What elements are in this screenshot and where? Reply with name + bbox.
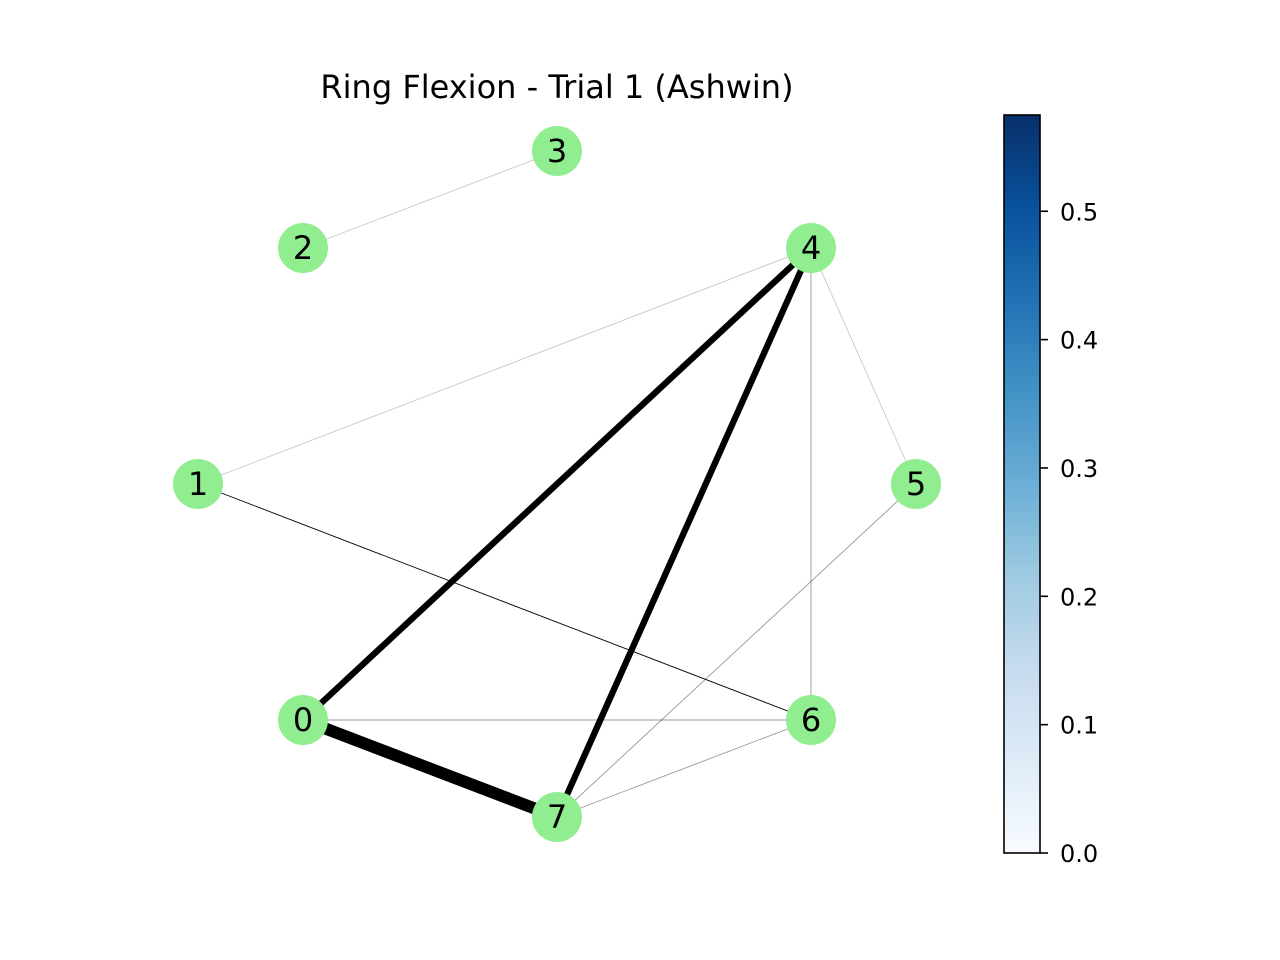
node-7: 7 [532,792,582,842]
colorbar-tick-label: 0.1 [1060,712,1098,740]
colorbar-tick-label: 0.0 [1060,840,1098,868]
edge-4-5 [810,247,917,485]
colorbar-tick-label: 0.4 [1060,327,1098,355]
edge-1-4 [197,247,812,485]
node-label-7: 7 [547,798,567,836]
edge-5-7 [556,483,917,818]
node-label-1: 1 [188,465,208,503]
colorbar-tick-label: 0.5 [1060,198,1098,226]
figure-title: Ring Flexion - Trial 1 (Ashwin) [320,68,793,106]
colorbar-gradient [1003,114,1041,854]
node-3: 3 [532,126,582,176]
colorbar-ticks: 0.0 0.1 0.2 0.3 0.4 0.5 [1040,198,1098,868]
node-2: 2 [278,223,328,273]
node-label-0: 0 [293,701,313,739]
node-6: 6 [786,695,836,745]
edge-6-7 [556,719,812,818]
colorbar-tick-label: 0.2 [1060,583,1098,611]
node-circle-2 [278,223,328,273]
node-circle-6 [786,695,836,745]
node-5: 5 [891,459,941,509]
node-0: 0 [278,695,328,745]
edge-0-7 [300,714,560,823]
node-circle-7 [532,792,582,842]
edge-0-4 [300,245,814,723]
node-1: 1 [173,459,223,509]
node-label-4: 4 [801,229,821,267]
node-label-6: 6 [801,701,821,739]
node-layer: 0 1 2 3 4 5 6 7 [173,126,941,842]
node-label-2: 2 [293,229,313,267]
node-circle-1 [173,459,223,509]
node-4: 4 [786,223,836,273]
node-circle-0 [278,695,328,745]
edge-1-6 [197,483,812,721]
colorbar-tick-label: 0.3 [1060,455,1098,483]
colorbar: 0.0 0.1 0.2 0.3 0.4 0.5 [1003,114,1098,868]
edge-4-7 [554,246,814,819]
node-label-3: 3 [547,132,567,170]
edge-2-3 [302,150,558,249]
edge-layer [197,150,917,823]
node-label-5: 5 [906,465,926,503]
node-circle-3 [532,126,582,176]
node-circle-4 [786,223,836,273]
node-circle-5 [891,459,941,509]
